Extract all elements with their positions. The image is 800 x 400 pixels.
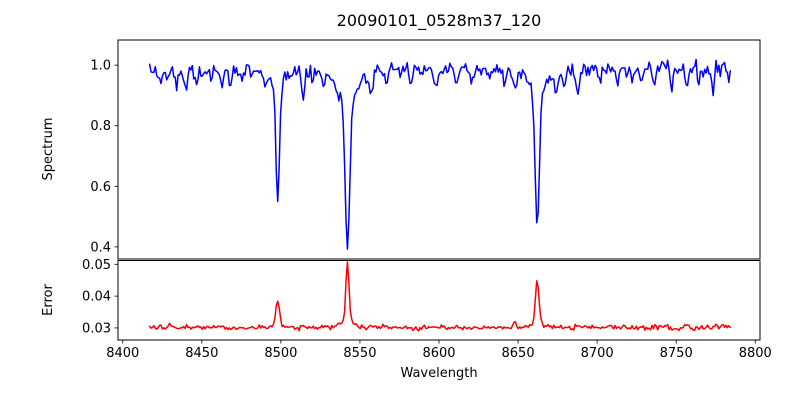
y-tick-label: 0.6	[90, 180, 111, 195]
spectrum-line	[148, 58, 732, 250]
y-tick-label: 1.0	[90, 59, 111, 74]
y-tick-label: 0.05	[82, 258, 111, 273]
x-tick-label: 8450	[185, 346, 218, 361]
chart-title: 20090101_0528m37_120	[336, 11, 542, 30]
spectrum-panel-frame	[117, 39, 761, 260]
x-tick-label: 8400	[106, 346, 139, 361]
x-tick-label: 8600	[422, 346, 455, 361]
x-axis-label: Wavelength	[400, 366, 478, 381]
y-tick-label: 0.8	[90, 119, 111, 134]
x-tick-label: 8550	[343, 346, 376, 361]
y-tick-label: 0.03	[82, 321, 111, 336]
x-tick-label: 8500	[264, 346, 297, 361]
error-line	[148, 261, 732, 332]
y-tick-label: 0.4	[90, 240, 111, 255]
x-tick-label: 8750	[660, 346, 693, 361]
x-tick-label: 8800	[739, 346, 772, 361]
x-tick-label: 8650	[502, 346, 535, 361]
y-tick-label: 0.04	[82, 290, 111, 305]
x-tick-label: 8700	[581, 346, 614, 361]
